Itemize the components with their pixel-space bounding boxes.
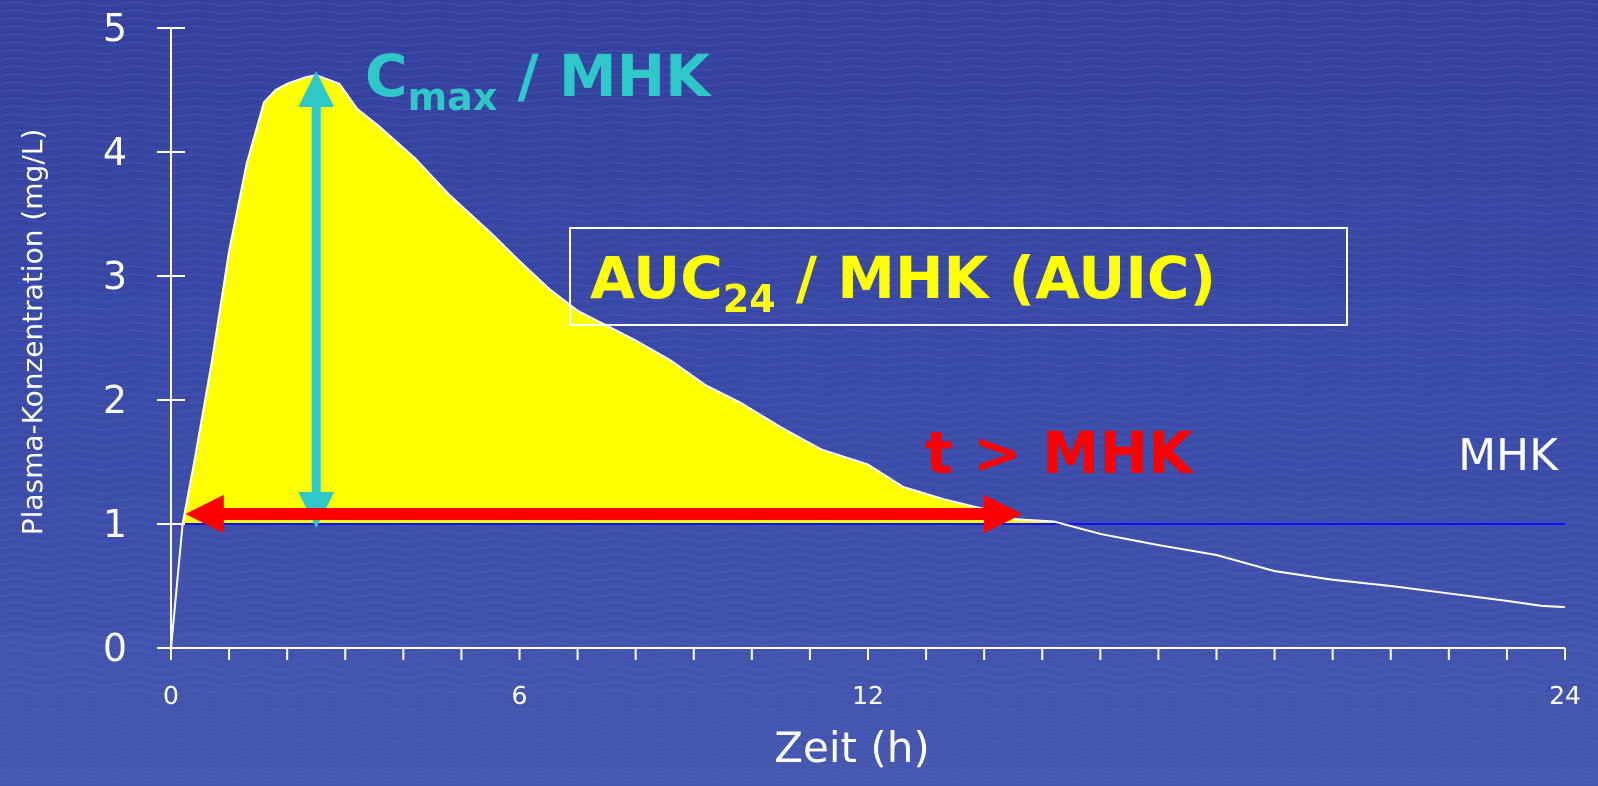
mic-label: MHK [1458, 430, 1559, 481]
y-tick-label: 0 [103, 626, 127, 670]
auc-tail: / MHK (AUIC) [776, 244, 1216, 312]
auc-fill [182, 75, 1064, 525]
cmax-sub: max [408, 75, 498, 119]
curve-layer [170, 74, 1566, 649]
y-axis-title: Plasma-Konzentration (mg/L) [16, 129, 49, 536]
x-tick-label: 24 [1549, 681, 1581, 710]
y-tick-label: 3 [103, 254, 127, 298]
y-tick-label: 2 [103, 378, 127, 422]
auic-annotation: AUC24 / MHK (AUIC) [590, 244, 1216, 321]
x-axis-title: Zeit (h) [774, 723, 930, 772]
auc-main: AUC [590, 244, 723, 312]
auc-sub: 24 [723, 277, 776, 321]
x-tick-label: 0 [163, 681, 179, 710]
cmax-tail: / MHK [497, 42, 712, 110]
tmic-annotation: t > MHK [925, 419, 1195, 487]
y-tick-label: 4 [103, 130, 127, 174]
y-tick-label: 1 [103, 502, 127, 546]
auc-area-layer [182, 75, 1064, 525]
cmax-annotation: Cmax / MHK [365, 42, 712, 119]
cmax-main: C [365, 42, 408, 110]
x-tick-label: 12 [852, 681, 884, 710]
x-tick-label: 6 [512, 681, 528, 710]
y-tick-label: 5 [103, 6, 127, 50]
arrow-layer [185, 71, 1023, 534]
concentration-curve [170, 74, 1566, 649]
auic-box [569, 227, 1348, 326]
